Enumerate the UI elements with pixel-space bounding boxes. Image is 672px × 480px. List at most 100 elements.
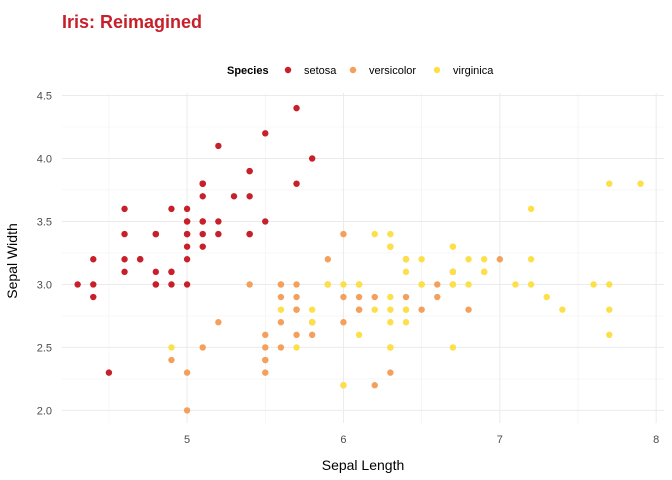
point-setosa <box>293 104 300 112</box>
y-axis-ticks: 2.0 2.5 3.0 3.5 4.0 4.5 <box>37 91 52 418</box>
point-virginica <box>340 382 347 389</box>
point-setosa <box>183 205 191 213</box>
point-virginica <box>527 205 535 213</box>
point-virginica <box>387 306 394 313</box>
point-virginica <box>355 281 363 288</box>
y-tick-label: 4.5 <box>37 91 52 103</box>
point-versicolor <box>183 407 191 414</box>
point-setosa <box>199 218 206 225</box>
point-virginica <box>387 293 394 301</box>
point-versicolor <box>387 369 394 376</box>
point-versicolor <box>277 281 285 288</box>
point-versicolor <box>293 331 300 339</box>
point-virginica <box>418 256 425 263</box>
point-virginica <box>340 281 347 288</box>
point-setosa <box>246 193 253 200</box>
point-versicolor <box>293 293 300 301</box>
point-setosa <box>90 256 97 263</box>
y-axis-title: Sepal Width <box>4 223 20 298</box>
point-versicolor <box>496 256 504 263</box>
point-setosa <box>215 142 222 150</box>
point-setosa <box>168 205 175 213</box>
point-virginica <box>355 331 363 339</box>
point-setosa <box>121 268 128 276</box>
legend: Species setosa versicolor virginica <box>227 65 494 77</box>
point-virginica <box>402 256 410 263</box>
point-setosa <box>230 193 238 200</box>
point-virginica <box>168 344 175 351</box>
point-virginica <box>387 230 394 238</box>
point-setosa <box>199 193 206 200</box>
point-setosa <box>183 256 191 263</box>
point-virginica <box>449 281 457 288</box>
legend-key-virginica <box>433 66 441 74</box>
y-tick-label: 3.0 <box>37 279 52 291</box>
point-setosa <box>308 155 316 162</box>
x-tick-label: 7 <box>497 434 503 446</box>
chart-title: Iris: Reimagined <box>62 12 202 32</box>
grid <box>62 93 664 423</box>
point-versicolor <box>308 331 316 339</box>
point-virginica <box>527 256 535 263</box>
point-versicolor <box>340 230 347 238</box>
point-virginica <box>308 306 316 313</box>
point-setosa <box>136 256 144 263</box>
point-virginica <box>449 268 457 276</box>
point-setosa <box>183 281 191 288</box>
y-tick-label: 4.0 <box>37 153 52 165</box>
point-virginica <box>387 344 394 351</box>
point-versicolor <box>215 319 222 326</box>
point-setosa <box>90 281 97 288</box>
legend-key-setosa <box>284 66 292 74</box>
point-versicolor <box>324 256 332 263</box>
point-setosa <box>152 281 160 288</box>
point-virginica <box>590 281 597 288</box>
point-setosa <box>293 180 300 187</box>
point-versicolor <box>277 344 285 351</box>
point-virginica <box>606 306 613 313</box>
point-versicolor <box>199 344 206 351</box>
point-versicolor <box>262 344 269 351</box>
point-virginica <box>637 180 644 187</box>
point-setosa <box>183 230 191 238</box>
x-tick-label: 5 <box>184 434 190 446</box>
point-virginica <box>606 281 613 288</box>
legend-title: Species <box>227 65 269 77</box>
point-versicolor <box>465 306 472 313</box>
point-virginica <box>527 281 535 288</box>
point-setosa <box>152 268 160 276</box>
point-versicolor <box>371 382 378 389</box>
point-virginica <box>402 319 410 326</box>
x-axis-ticks: 5 6 7 8 <box>184 434 659 446</box>
point-setosa <box>215 230 222 238</box>
x-axis-title: Sepal Length <box>322 457 405 473</box>
point-setosa <box>246 167 253 175</box>
point-setosa <box>121 205 128 213</box>
point-virginica <box>559 306 566 313</box>
y-tick-label: 2.5 <box>37 342 52 354</box>
point-versicolor <box>262 331 269 339</box>
point-setosa <box>121 230 128 238</box>
point-setosa <box>199 243 206 250</box>
point-setosa <box>199 230 206 238</box>
point-versicolor <box>262 356 269 364</box>
point-virginica <box>480 268 488 276</box>
point-virginica <box>371 306 378 313</box>
point-setosa <box>121 256 128 263</box>
point-versicolor <box>262 369 269 376</box>
point-virginica <box>293 344 300 351</box>
point-virginica <box>371 230 378 238</box>
point-virginica <box>324 281 332 288</box>
point-virginica <box>449 243 457 250</box>
point-virginica <box>387 319 394 326</box>
point-virginica <box>449 344 457 351</box>
x-tick-label: 8 <box>653 434 659 446</box>
point-virginica <box>418 281 425 288</box>
point-setosa <box>168 281 175 288</box>
legend-key-versicolor <box>349 66 357 74</box>
point-virginica <box>606 180 613 187</box>
point-versicolor <box>293 306 300 313</box>
point-virginica <box>465 281 472 288</box>
point-setosa <box>168 268 175 276</box>
